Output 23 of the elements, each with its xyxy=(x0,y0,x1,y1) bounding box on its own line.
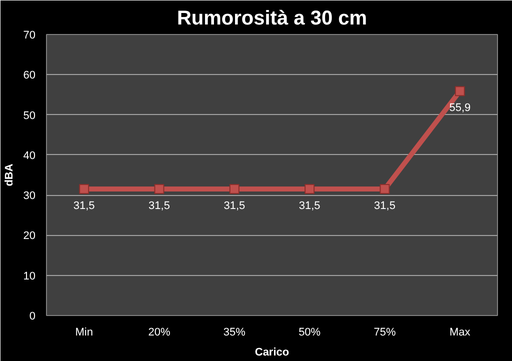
y-tick-label: 0 xyxy=(29,310,36,322)
y-tick-label: 50 xyxy=(23,110,36,122)
x-tick-label: 20% xyxy=(148,326,170,338)
y-axis-title: dBA xyxy=(3,164,16,186)
y-tick-label: 30 xyxy=(23,190,36,202)
x-tick-label: Max xyxy=(450,326,471,338)
x-tick-label: Min xyxy=(75,326,93,338)
x-axis-title: Carico xyxy=(254,346,290,358)
data-label: 31,5 xyxy=(224,200,246,212)
x-tick-label: 75% xyxy=(374,326,396,338)
y-tick-label: 70 xyxy=(23,30,36,42)
y-tick-label: 10 xyxy=(23,270,36,282)
x-tick-label: 35% xyxy=(223,326,246,338)
chart-title: Rumorosità a 30 cm xyxy=(176,8,368,30)
data-label: 31,5 xyxy=(73,200,95,212)
y-tick-label: 60 xyxy=(23,70,36,82)
data-label: 55,9 xyxy=(449,102,471,114)
data-label: 31,5 xyxy=(298,200,320,212)
x-tick-label: 50% xyxy=(298,326,321,338)
data-label: 31,5 xyxy=(374,200,396,212)
data-label: 31,5 xyxy=(148,200,170,212)
y-tick-label: 20 xyxy=(23,230,36,242)
y-tick-label: 40 xyxy=(23,150,36,162)
